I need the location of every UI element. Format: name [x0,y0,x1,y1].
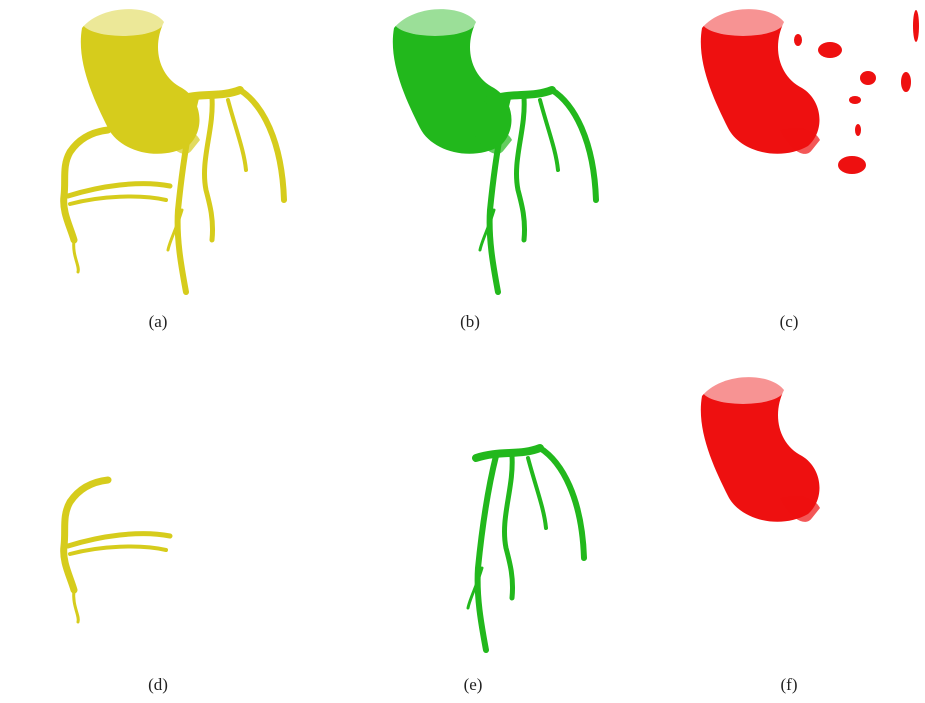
panel-a: (a) [64,8,284,331]
aorta-render [701,376,820,522]
panel-label: (a) [149,312,168,331]
figure: (a) (b) (c) (d) (e) (f) [0,0,925,698]
aorta-render [393,8,512,154]
noise-fragments [794,10,919,174]
panel-b: (b) [393,8,596,331]
panel-c: (c) [701,8,919,331]
panel-label: (f) [781,675,798,694]
panel-label: (e) [464,675,483,694]
panel-label: (c) [780,312,799,331]
panel-d: (d) [64,480,170,694]
panel-label: (b) [460,312,480,331]
left-tree-render [468,448,584,650]
panel-label: (d) [148,675,168,694]
page: {"panels": [{"label": "(a)"}, {"label": … [0,0,925,698]
panel-f: (f) [701,376,820,694]
panel-e: (e) [464,448,584,694]
aorta-render [701,8,820,154]
rca-render [64,480,170,622]
